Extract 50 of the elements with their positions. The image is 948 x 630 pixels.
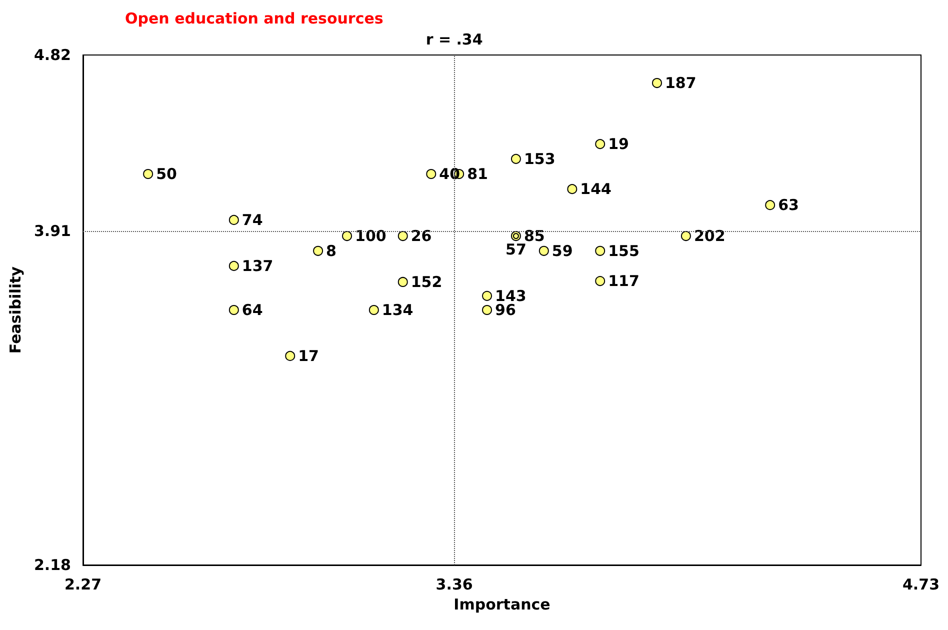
series-label: 17: [298, 346, 319, 365]
point: [595, 276, 606, 286]
series-label: 64: [242, 301, 263, 319]
series-label: 153: [524, 150, 556, 168]
point: [313, 246, 324, 256]
x-tick-label: 2.27: [64, 576, 102, 594]
point: [398, 276, 408, 287]
point: [228, 305, 239, 315]
point: [680, 231, 691, 242]
point: [595, 246, 606, 256]
point: [765, 200, 776, 210]
series-label: 19: [608, 135, 629, 154]
ref-line-label: r = .34: [426, 30, 483, 48]
point: [482, 290, 492, 301]
x-tick-label: 3.36: [436, 576, 473, 594]
series-label: 74: [242, 210, 263, 229]
y-tick-label: 2.18: [34, 556, 71, 574]
series-label: 59: [552, 242, 573, 260]
point: [538, 246, 549, 256]
series-label: 81: [467, 165, 488, 183]
series-label: 144: [580, 180, 612, 198]
point: [228, 214, 239, 225]
series-label: 155: [608, 242, 640, 260]
chart-title: Open education and resources: [125, 10, 384, 28]
y-axis-title: Feasibility: [6, 266, 25, 354]
point: [228, 260, 239, 271]
point: [652, 78, 662, 88]
point: [595, 139, 606, 150]
series-label: 152: [410, 272, 442, 291]
x-axis-title: Importance: [454, 596, 550, 614]
y-tick-label: 3.91: [34, 222, 71, 240]
series-label: 57: [506, 240, 526, 259]
point: [482, 305, 492, 315]
point: [510, 154, 521, 164]
point: [398, 231, 408, 242]
series-label: 63: [778, 196, 799, 214]
point: [368, 305, 379, 315]
series-label: 137: [242, 256, 274, 275]
series-label: 8: [326, 242, 336, 260]
point: [426, 169, 436, 179]
point: [567, 184, 578, 194]
series-label: 117: [608, 272, 640, 290]
point: [285, 350, 296, 361]
series-label: 187: [664, 74, 696, 92]
point: [342, 231, 352, 242]
point: [143, 169, 154, 179]
series-label: 134: [382, 301, 414, 319]
y-tick-label: 4.82: [34, 46, 71, 64]
series-label: 50: [156, 165, 177, 183]
x-tick-label: 4.73: [902, 576, 940, 594]
